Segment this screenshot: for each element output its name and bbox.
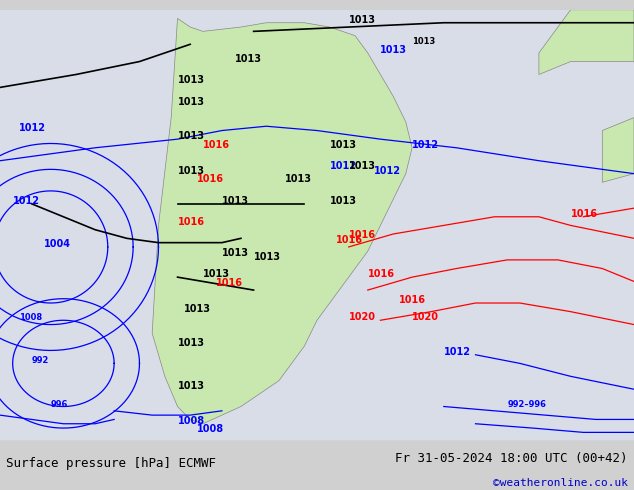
- Text: 1008: 1008: [19, 313, 42, 322]
- Text: 1013: 1013: [178, 381, 205, 391]
- Text: 1013: 1013: [254, 252, 281, 262]
- Text: Surface pressure [hPa] ECMWF: Surface pressure [hPa] ECMWF: [6, 457, 216, 469]
- Text: 1008: 1008: [197, 424, 224, 434]
- Text: 1016: 1016: [571, 209, 598, 219]
- Text: 1013: 1013: [222, 196, 249, 206]
- Text: 1013: 1013: [349, 15, 376, 24]
- Text: 1013: 1013: [235, 53, 262, 64]
- Text: 1012: 1012: [19, 122, 46, 132]
- Text: Fr 31-05-2024 18:00 UTC (00+42): Fr 31-05-2024 18:00 UTC (00+42): [395, 452, 628, 465]
- Text: 1012: 1012: [374, 166, 401, 175]
- Polygon shape: [539, 10, 634, 74]
- Text: 1013: 1013: [330, 140, 357, 150]
- Text: 1012: 1012: [412, 140, 439, 150]
- Text: ©weatheronline.co.uk: ©weatheronline.co.uk: [493, 478, 628, 488]
- Text: 1008: 1008: [178, 416, 205, 426]
- Text: 996: 996: [51, 399, 68, 409]
- FancyBboxPatch shape: [0, 10, 634, 441]
- Text: 1013: 1013: [349, 161, 376, 172]
- Text: 1013: 1013: [203, 269, 230, 279]
- Text: 1013: 1013: [178, 131, 205, 141]
- Text: 1013: 1013: [285, 174, 313, 184]
- Text: 1016: 1016: [399, 295, 427, 305]
- Text: 1012: 1012: [444, 347, 471, 357]
- Text: 1012: 1012: [330, 161, 357, 172]
- Text: 1013: 1013: [330, 196, 357, 206]
- Text: 1013: 1013: [178, 338, 205, 348]
- Text: 1016: 1016: [368, 269, 395, 279]
- Text: 1016: 1016: [349, 230, 376, 240]
- Text: 1016: 1016: [203, 140, 230, 150]
- Text: 1016: 1016: [336, 235, 363, 245]
- Text: 1016: 1016: [216, 278, 243, 288]
- Text: 1016: 1016: [197, 174, 224, 184]
- Text: 1016: 1016: [178, 218, 205, 227]
- Text: 1020: 1020: [412, 312, 439, 322]
- Polygon shape: [152, 19, 412, 424]
- Text: 1012: 1012: [13, 196, 40, 206]
- Text: 1013: 1013: [222, 247, 249, 258]
- Text: 1013: 1013: [178, 75, 205, 85]
- Text: 1013: 1013: [412, 37, 436, 46]
- Text: 1013: 1013: [184, 304, 211, 314]
- Text: 1020: 1020: [349, 312, 376, 322]
- Text: 1004: 1004: [44, 239, 72, 249]
- Text: 992–996: 992–996: [507, 399, 547, 409]
- Polygon shape: [602, 118, 634, 182]
- Text: 1013: 1013: [178, 97, 205, 107]
- Text: 1013: 1013: [178, 166, 205, 175]
- Text: 1013: 1013: [380, 45, 408, 55]
- Text: 992: 992: [32, 356, 49, 366]
